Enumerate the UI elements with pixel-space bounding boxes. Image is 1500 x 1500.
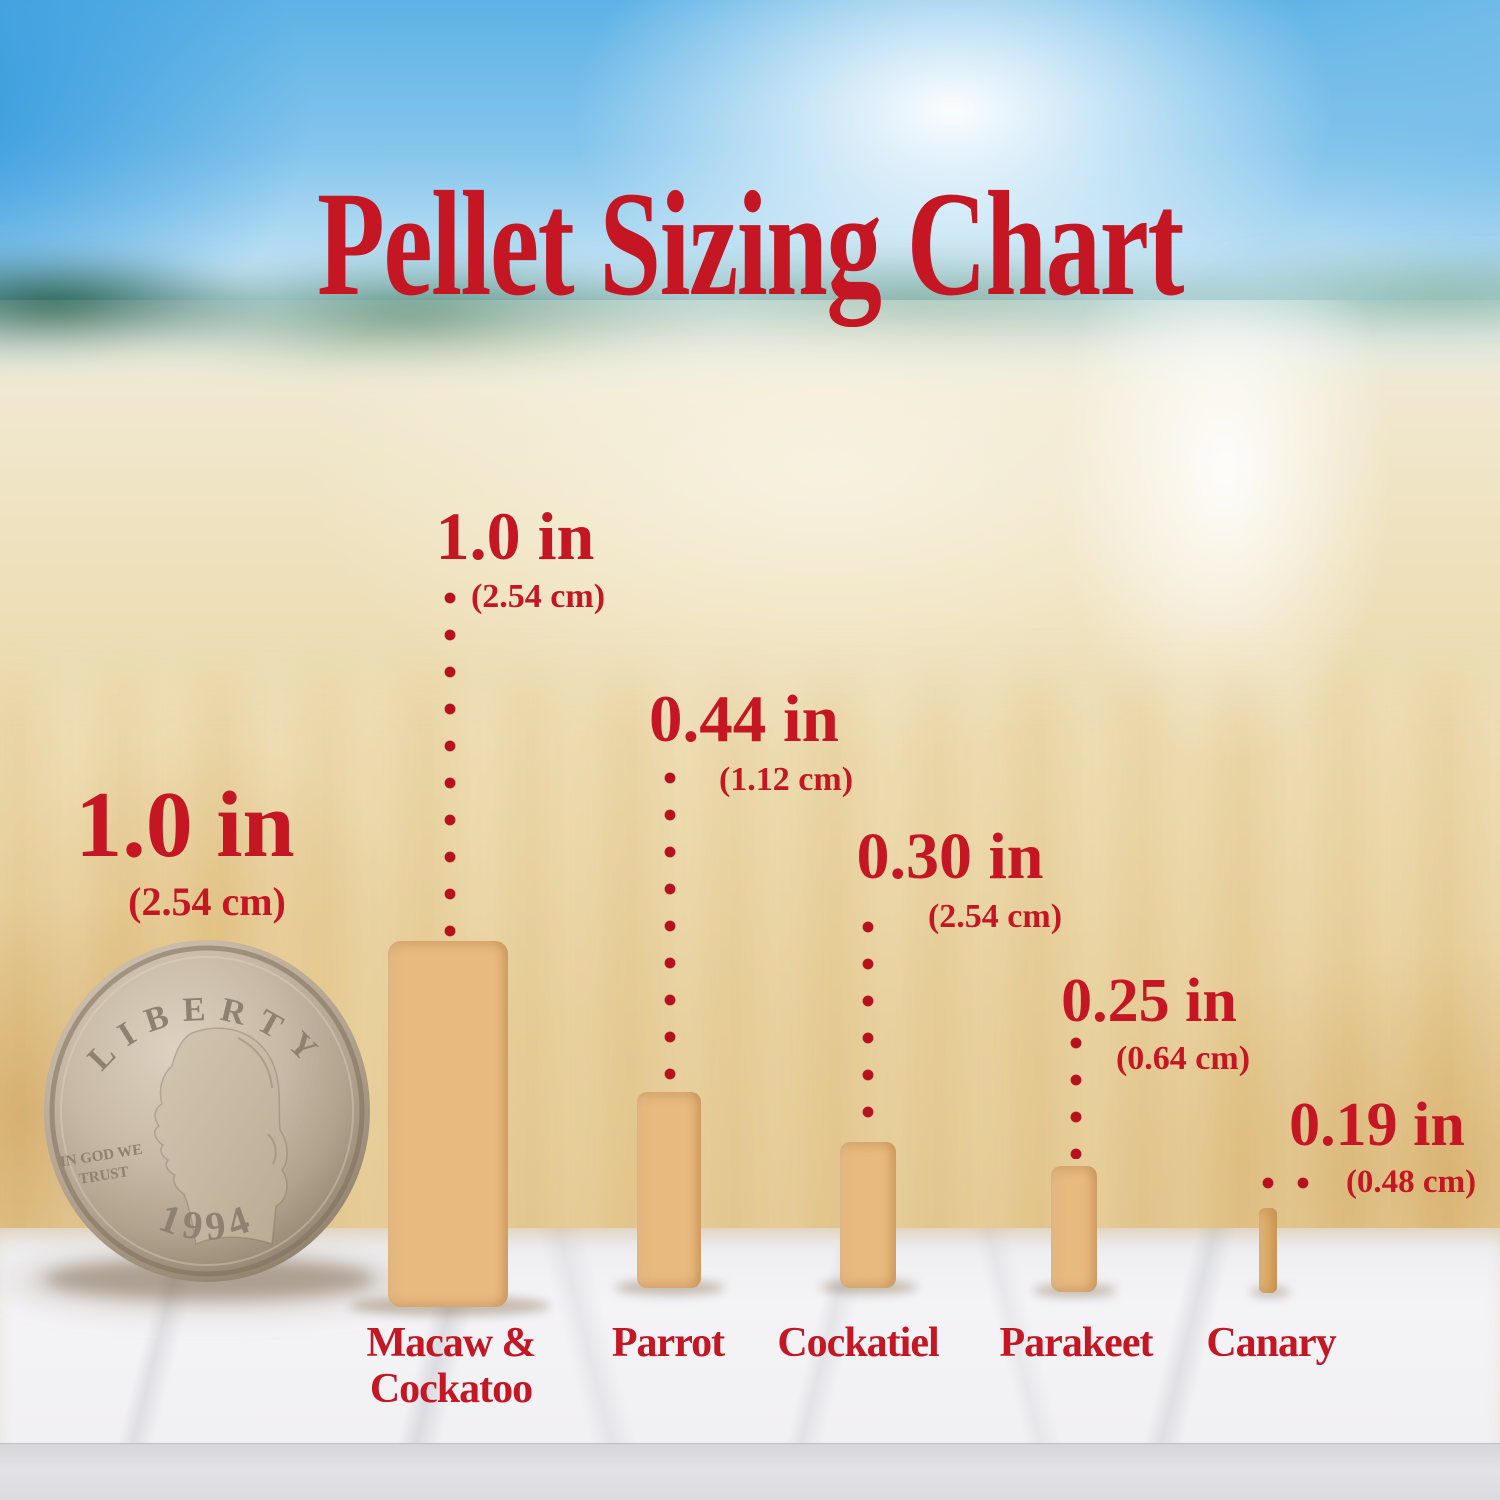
coin-year-text: 1994 (153, 1195, 254, 1250)
size-inches: 0.25 in (1061, 967, 1237, 1035)
dotted-leader-parrot (664, 772, 676, 1082)
coin-motto-line2: TRUST (78, 1164, 130, 1188)
dotted-leader-canary (1262, 1177, 1310, 1189)
size-inches: 1.0 in (435, 498, 595, 574)
bird-name-line2: Cockatoo (369, 1366, 533, 1413)
page-title: Pellet Sizing Chart (317, 161, 1184, 327)
coin-size-inches: 1.0 in (75, 773, 295, 877)
svg-text:1994: 1994 (153, 1195, 260, 1250)
dotted-leader-macaw (444, 592, 456, 942)
marble-table-edge (0, 1443, 1500, 1500)
coin-size-cm: (2.54 cm) (128, 879, 286, 924)
size-cm: (2.54 cm) (927, 898, 1063, 935)
washington-profile (154, 1027, 288, 1246)
pellet-parrot (637, 1092, 701, 1288)
size-cm: (0.48 cm) (1345, 1164, 1477, 1200)
bird-label-macaw-cockatoo: Macaw & Cockatoo (326, 1320, 576, 1412)
pellet-cockatiel (840, 1142, 896, 1288)
pellet-macaw-cockatoo (388, 941, 508, 1307)
bird-label-cockatiel: Cockatiel (777, 1320, 939, 1366)
dotted-leader-cockatiel (862, 921, 874, 1119)
size-cm: (2.54 cm) (470, 578, 606, 615)
size-cm: (1.12 cm) (718, 761, 854, 798)
bird-label-parakeet: Parakeet (999, 1320, 1154, 1366)
quarter-coin: LIBERTY 1994 IN GOD WE TRUST (44, 940, 370, 1282)
size-inches: 0.44 in (649, 682, 839, 756)
size-inches: 0.30 in (856, 820, 1044, 893)
pellet-parakeet (1051, 1166, 1097, 1292)
size-label-canary: 0.19 in (0.48 cm) (1262, 1094, 1492, 1199)
size-label-macaw: 1.0 in (2.54 cm) (395, 502, 635, 614)
size-label-parrot: 0.44 in (1.12 cm) (624, 686, 864, 797)
bird-label-canary: Canary (1206, 1320, 1336, 1366)
size-cm: (0.64 cm) (1115, 1040, 1251, 1077)
size-inches: 0.19 in (1289, 1091, 1465, 1159)
dotted-leader-parakeet (1070, 1037, 1082, 1159)
pellet-canary (1259, 1208, 1277, 1293)
size-label-parakeet: 0.25 in (0.64 cm) (1034, 970, 1264, 1076)
size-label-cockatiel: 0.30 in (2.54 cm) (830, 824, 1070, 934)
coin-size-label: 1.0 in (2.54 cm) (40, 778, 330, 922)
bird-label-parrot: Parrot (611, 1320, 725, 1366)
coin-rim (49, 945, 365, 1277)
bird-name-line1: Macaw & (366, 1320, 536, 1366)
